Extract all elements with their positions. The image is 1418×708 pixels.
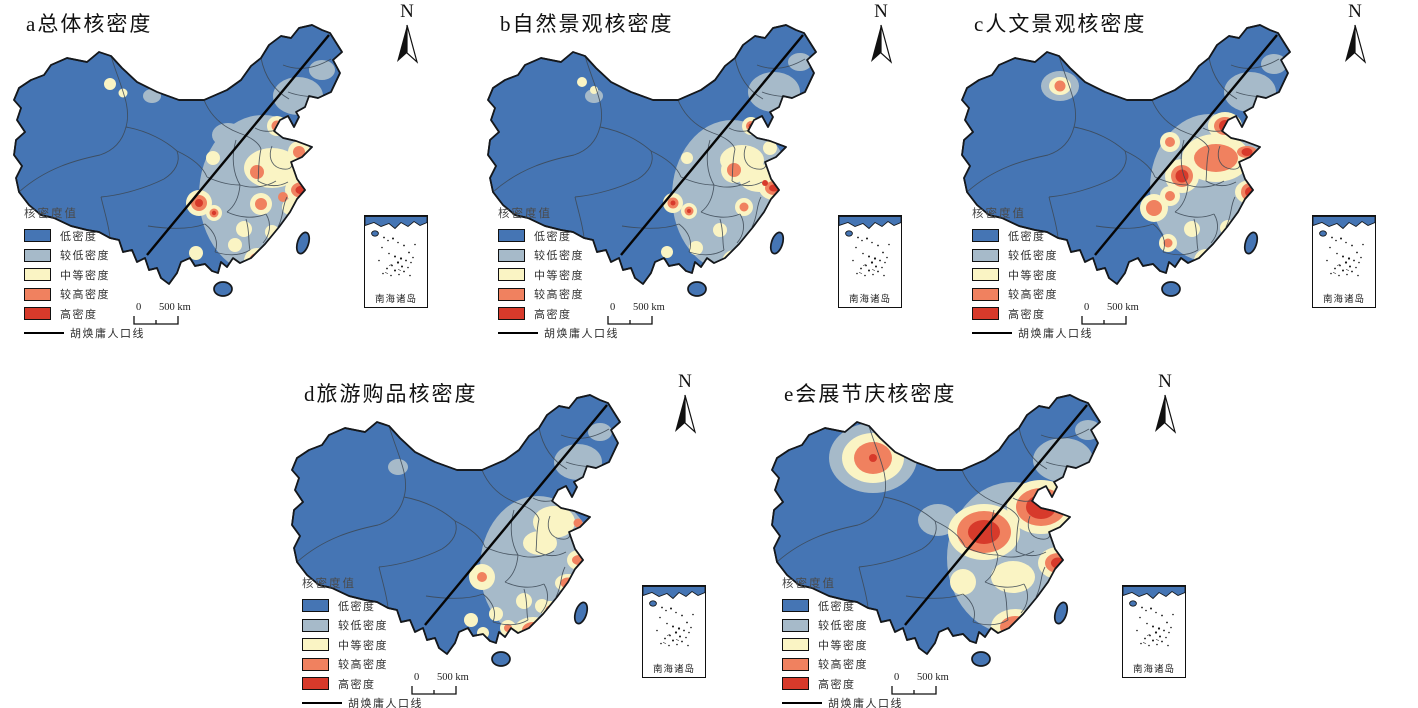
china-map-festival <box>771 394 1101 667</box>
panel-tourism-shopping-density: d旅游购品核密度 N 核密度值 低密度 较低密度 中等密度 较高密度 高密度 胡… <box>278 370 748 708</box>
hu-huanyong-line <box>146 34 330 256</box>
legend-swatch-max <box>782 677 809 691</box>
legend: 核密度值 低密度 较低密度 中等密度 较高密度 高密度 胡焕庸人口线 <box>782 575 903 708</box>
china-map-shopping <box>291 394 621 667</box>
north-arrow-icon: N <box>864 2 898 64</box>
north-arrow-icon: N <box>390 2 424 64</box>
legend-swatch-vlow <box>498 248 525 262</box>
legend-title: 核密度值 <box>782 578 836 590</box>
legend-swatch-mid <box>24 268 51 282</box>
hu-huanyong-line <box>904 404 1088 626</box>
panel-title: a总体核密度 <box>26 12 153 36</box>
legend-swatch-vlow <box>972 248 999 262</box>
scale-bar: 0 500 km <box>890 672 974 698</box>
legend-swatch-low <box>972 229 999 243</box>
legend-swatch-mid <box>782 638 809 652</box>
inset-map-south-china-sea: 南海诸岛 <box>1312 215 1376 308</box>
panel-title: d旅游购品核密度 <box>304 382 478 406</box>
hu-huanyong-line <box>1094 34 1278 256</box>
scale-bar: 0 500 km <box>132 302 216 328</box>
legend-swatch-low <box>24 229 51 243</box>
legend-swatch-high <box>498 287 525 301</box>
legend-swatch-mid <box>498 268 525 282</box>
china-map-natural <box>487 24 817 297</box>
hu-huanyong-line <box>620 34 804 256</box>
legend-title: 核密度值 <box>498 208 552 220</box>
legend-swatch-low <box>302 599 329 613</box>
inset-map-south-china-sea: 南海诸岛 <box>1122 585 1186 678</box>
panel-natural-landscape-density: b自然景观核密度 N 核密度值 低密度 较低密度 中等密度 较高密度 高密度 胡… <box>474 0 944 360</box>
panel-title: b自然景观核密度 <box>500 12 674 36</box>
scale-bar: 0 500 km <box>606 302 690 328</box>
legend-swatch-max <box>302 677 329 691</box>
scale-bar: 0 500 km <box>1080 302 1164 328</box>
panel-title: c人文景观核密度 <box>974 12 1147 36</box>
legend-swatch-vlow <box>302 618 329 632</box>
legend-swatch-vlow <box>24 248 51 262</box>
inset-map-south-china-sea: 南海诸岛 <box>364 215 428 308</box>
legend: 核密度值 低密度 较低密度 中等密度 较高密度 高密度 胡焕庸人口线 <box>24 205 145 343</box>
panel-cultural-landscape-density: c人文景观核密度 N 核密度值 低密度 较低密度 中等密度 较高密度 高密度 胡… <box>948 0 1418 360</box>
panel-convention-festival-density: e会展节庆核密度 N 核密度值 低密度 较低密度 中等密度 较高密度 高密度 胡… <box>758 370 1228 708</box>
legend-swatch-low <box>782 599 809 613</box>
legend-swatch-low <box>498 229 525 243</box>
legend-title: 核密度值 <box>972 208 1026 220</box>
legend: 核密度值 低密度 较低密度 中等密度 较高密度 高密度 胡焕庸人口线 <box>498 205 619 343</box>
legend: 核密度值 低密度 较低密度 中等密度 较高密度 高密度 胡焕庸人口线 <box>972 205 1093 343</box>
legend-swatch-high <box>24 287 51 301</box>
north-arrow-icon: N <box>1338 2 1372 64</box>
legend-title: 核密度值 <box>24 208 78 220</box>
legend: 核密度值 低密度 较低密度 中等密度 较高密度 高密度 胡焕庸人口线 <box>302 575 423 708</box>
hu-line-symbol <box>24 332 64 335</box>
legend-swatch-vlow <box>782 618 809 632</box>
legend-swatch-max <box>24 307 51 321</box>
hu-line-symbol <box>498 332 538 335</box>
scale-bar: 0 500 km <box>410 672 494 698</box>
hu-line-symbol <box>782 702 822 705</box>
legend-swatch-mid <box>972 268 999 282</box>
legend-swatch-high <box>782 657 809 671</box>
legend-swatch-high <box>302 657 329 671</box>
panel-overall-density: a总体核密度 N 核密度值 低密度 较低密度 中等密度 较高密度 高密度 胡焕庸… <box>0 0 470 360</box>
china-map-cultural <box>961 24 1291 297</box>
hu-huanyong-line <box>424 404 608 626</box>
legend-swatch-max <box>972 307 999 321</box>
panel-title: e会展节庆核密度 <box>784 382 957 406</box>
north-arrow-icon: N <box>1148 372 1182 434</box>
inset-map-south-china-sea: 南海诸岛 <box>642 585 706 678</box>
north-arrow-icon: N <box>668 372 702 434</box>
legend-swatch-max <box>498 307 525 321</box>
hu-line-symbol <box>972 332 1012 335</box>
china-map-overall <box>13 24 343 297</box>
legend-title: 核密度值 <box>302 578 356 590</box>
hu-line-symbol <box>302 702 342 705</box>
inset-map-south-china-sea: 南海诸岛 <box>838 215 902 308</box>
legend-swatch-high <box>972 287 999 301</box>
legend-swatch-mid <box>302 638 329 652</box>
